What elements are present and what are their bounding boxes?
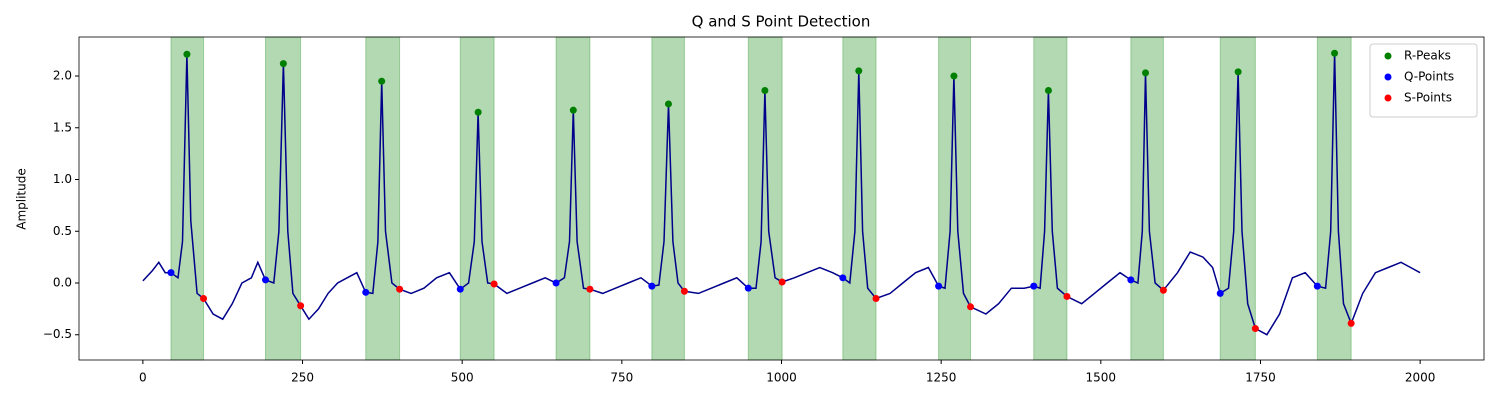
point xyxy=(362,288,370,296)
qrs-span xyxy=(1130,36,1164,361)
point xyxy=(1347,319,1355,327)
plot-frame xyxy=(78,36,1485,361)
qrs-span xyxy=(555,36,591,361)
x-tick-label: 1500 xyxy=(1086,371,1117,385)
point xyxy=(1030,282,1038,290)
qrs-span xyxy=(459,36,495,361)
point xyxy=(950,72,958,80)
point xyxy=(1044,87,1052,95)
legend-label: R-Peaks xyxy=(1404,49,1451,63)
y-tick-label: 0.5 xyxy=(53,224,72,238)
point xyxy=(967,303,975,311)
point xyxy=(1216,289,1224,297)
y-tick-label: −0.5 xyxy=(43,327,72,341)
qrs-span xyxy=(651,36,685,361)
point xyxy=(569,106,577,114)
y-tick-label: 1.0 xyxy=(53,172,72,186)
point xyxy=(680,287,688,295)
qrs-span xyxy=(938,36,972,361)
x-tick-label: 1250 xyxy=(926,371,957,385)
x-tick-label: 2000 xyxy=(1405,371,1436,385)
point xyxy=(279,60,287,68)
x-tick-label: 500 xyxy=(451,371,474,385)
legend-label: Q-Points xyxy=(1404,70,1454,84)
y-tick-label: 1.5 xyxy=(53,120,72,134)
point xyxy=(378,77,386,85)
x-tick-label: 750 xyxy=(610,371,633,385)
point xyxy=(648,282,656,290)
y-tick-label: 0.0 xyxy=(53,276,72,290)
point xyxy=(167,269,175,277)
x-tick-label: 0 xyxy=(139,371,147,385)
signal-line xyxy=(142,53,1421,336)
y-tick-label: 2.0 xyxy=(53,69,72,83)
chart-title: Q and S Point Detection xyxy=(692,13,871,31)
point xyxy=(1234,68,1242,76)
point xyxy=(474,108,482,116)
point xyxy=(1127,276,1135,284)
point xyxy=(935,282,943,290)
point xyxy=(761,87,769,95)
x-tick-label: 1750 xyxy=(1245,371,1276,385)
y-axis-label: Amplitude xyxy=(15,168,29,230)
point xyxy=(183,50,191,58)
point xyxy=(1251,325,1259,333)
point xyxy=(1159,286,1167,294)
point xyxy=(744,284,752,292)
x-tick-label: 1000 xyxy=(766,371,797,385)
point xyxy=(1063,292,1071,300)
point xyxy=(490,280,498,288)
qrs-span xyxy=(1033,36,1068,361)
point xyxy=(778,278,786,286)
point xyxy=(552,279,560,287)
point xyxy=(297,302,305,310)
legend-marker xyxy=(1384,94,1392,102)
point xyxy=(456,285,464,293)
legend-marker xyxy=(1384,73,1392,81)
qrs-span xyxy=(365,36,401,361)
legend-marker xyxy=(1384,52,1392,60)
point xyxy=(839,274,847,282)
point xyxy=(872,295,880,303)
point xyxy=(261,276,269,284)
point xyxy=(586,285,594,293)
point xyxy=(1142,69,1150,77)
point xyxy=(396,285,404,293)
point xyxy=(1331,49,1339,57)
point xyxy=(1313,282,1321,290)
qrs-span xyxy=(747,36,783,361)
point xyxy=(664,100,672,108)
point xyxy=(200,295,208,303)
legend-label: S-Points xyxy=(1404,91,1452,105)
point xyxy=(855,67,863,75)
x-tick-label: 250 xyxy=(291,371,314,385)
legend-box xyxy=(1369,43,1478,118)
